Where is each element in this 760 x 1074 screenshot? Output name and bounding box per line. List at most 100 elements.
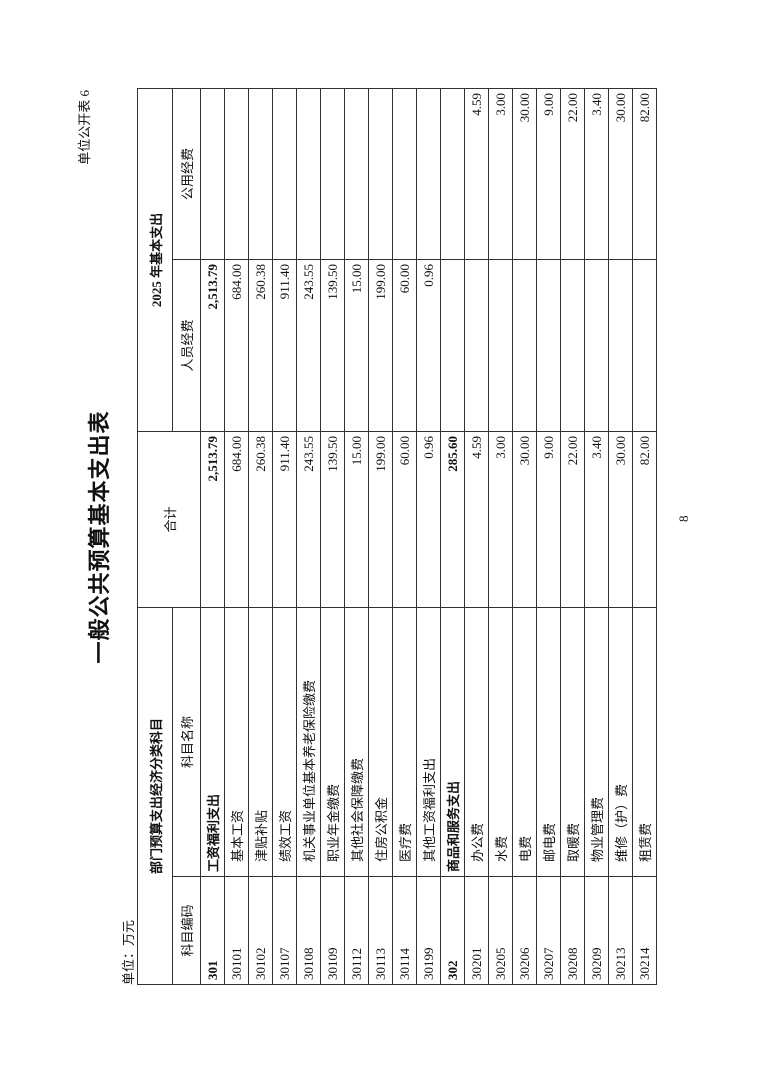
- personnel-cell: [440, 259, 465, 432]
- table-row: 30102 津贴补贴 260.38 260.38: [248, 88, 273, 985]
- personnel-cell: 139.50: [320, 259, 345, 432]
- name-cell: 邮电费: [536, 607, 561, 877]
- code-cell: 30112: [344, 876, 369, 985]
- public-cell: [392, 88, 417, 260]
- name-cell: 津贴补贴: [248, 607, 273, 877]
- personnel-cell: [536, 259, 561, 432]
- public-cell: 3.40: [584, 88, 609, 260]
- public-cell: 30.00: [512, 88, 537, 260]
- total-cell: 30.00: [512, 431, 537, 608]
- public-cell: 30.00: [608, 88, 633, 260]
- total-cell: 139.50: [320, 431, 345, 608]
- page-number: 8: [676, 515, 691, 523]
- name-cell: 其他社会保障缴费: [344, 607, 369, 877]
- code-cell: 30206: [512, 876, 537, 985]
- name-cell: 工资福利支出: [200, 607, 225, 877]
- public-cell: [368, 88, 393, 260]
- table-row: 30209 物业管理费 3.40 3.40: [584, 88, 609, 985]
- total-cell: 911.40: [272, 431, 297, 608]
- table-row: 30109 职业年金缴费 139.50 139.50: [320, 88, 345, 985]
- table-row: 30213 维修（护）费 30.00 30.00: [608, 88, 633, 985]
- name-cell: 租赁费: [632, 607, 657, 877]
- personnel-cell: 2,513.79: [200, 259, 225, 432]
- table-row: 30112 其他社会保障缴费 15.00 15.00: [344, 88, 369, 985]
- name-cell: 水费: [488, 607, 513, 877]
- code-cell: 30107: [272, 876, 297, 985]
- public-cell: [320, 88, 345, 260]
- total-cell: 82.00: [632, 431, 657, 608]
- name-cell: 物业管理费: [584, 607, 609, 877]
- personnel-cell: 60.00: [392, 259, 417, 432]
- personnel-cell: 15.00: [344, 259, 369, 432]
- code-cell: 30213: [608, 876, 633, 985]
- code-cell: 30207: [536, 876, 561, 985]
- personnel-cell: [560, 259, 585, 432]
- code-cell: 30114: [392, 876, 417, 985]
- basic-expenditure-table: 部门预算支出经济分类科目 合计 2025 年基本支出 科目编码 科目名称 人员经…: [137, 88, 657, 985]
- name-cell: 办公费: [464, 607, 489, 877]
- public-cell: 22.00: [560, 88, 585, 260]
- public-cell: [200, 88, 225, 260]
- public-cell: [272, 88, 297, 260]
- name-cell: 医疗费: [392, 607, 417, 877]
- personnel-cell: [488, 259, 513, 432]
- public-cell: [416, 88, 441, 260]
- table-row: 30114 医疗费 60.00 60.00: [392, 88, 417, 985]
- code-cell: 30199: [416, 876, 441, 985]
- table-row: 30208 取暖费 22.00 22.00: [560, 88, 585, 985]
- personnel-cell: 243.55: [296, 259, 321, 432]
- table-row: 30201 办公费 4.59 4.59: [464, 88, 489, 985]
- name-cell: 基本工资: [224, 607, 249, 877]
- code-cell: 30109: [320, 876, 345, 985]
- total-cell: 2,513.79: [200, 431, 225, 608]
- personnel-cell: 0.96: [416, 259, 441, 432]
- table-row: 301 工资福利支出 2,513.79 2,513.79: [200, 88, 225, 985]
- code-cell: 30205: [488, 876, 513, 985]
- total-cell: 3.00: [488, 431, 513, 608]
- table-row: 30205 水费 3.00 3.00: [488, 88, 513, 985]
- table-row: 30214 租赁费 82.00 82.00: [632, 88, 657, 985]
- public-cell: [224, 88, 249, 260]
- unit-label: 单位：万元: [121, 919, 136, 985]
- table-row: 30206 电费 30.00 30.00: [512, 88, 537, 985]
- total-cell: 3.40: [584, 431, 609, 608]
- name-cell: 机关事业单位基本养老保险缴费: [296, 607, 321, 877]
- code-cell: 30108: [296, 876, 321, 985]
- name-cell: 取暖费: [560, 607, 585, 877]
- name-cell: 绩效工资: [272, 607, 297, 877]
- public-cell: 3.00: [488, 88, 513, 260]
- name-cell: 商品和服务支出: [440, 607, 465, 877]
- code-cell: 30208: [560, 876, 585, 985]
- code-cell: 30101: [224, 876, 249, 985]
- public-cell: [440, 88, 465, 260]
- code-cell: 302: [440, 876, 465, 985]
- header-public: 公用经费: [172, 88, 201, 260]
- personnel-cell: [584, 259, 609, 432]
- personnel-cell: [512, 259, 537, 432]
- total-cell: 285.60: [440, 431, 465, 608]
- code-cell: 30201: [464, 876, 489, 985]
- code-cell: 30102: [248, 876, 273, 985]
- header-total: 合计: [137, 431, 201, 608]
- header-code: 科目编码: [172, 876, 201, 985]
- total-cell: 260.38: [248, 431, 273, 608]
- personnel-cell: 911.40: [272, 259, 297, 432]
- total-cell: 684.00: [224, 431, 249, 608]
- personnel-cell: [632, 259, 657, 432]
- personnel-cell: 684.00: [224, 259, 249, 432]
- total-cell: 9.00: [536, 431, 561, 608]
- code-cell: 30113: [368, 876, 393, 985]
- total-cell: 4.59: [464, 431, 489, 608]
- total-cell: 22.00: [560, 431, 585, 608]
- table-row: 30108 机关事业单位基本养老保险缴费 243.55 243.55: [296, 88, 321, 985]
- personnel-cell: 260.38: [248, 259, 273, 432]
- public-cell: [248, 88, 273, 260]
- total-cell: 15.00: [344, 431, 369, 608]
- public-cell: [296, 88, 321, 260]
- header-basic-expenditure: 2025 年基本支出: [137, 88, 173, 432]
- name-cell: 维修（护）费: [608, 607, 633, 877]
- header-name: 科目名称: [172, 607, 201, 877]
- table-row: 302 商品和服务支出 285.60: [440, 88, 465, 985]
- total-cell: 0.96: [416, 431, 441, 608]
